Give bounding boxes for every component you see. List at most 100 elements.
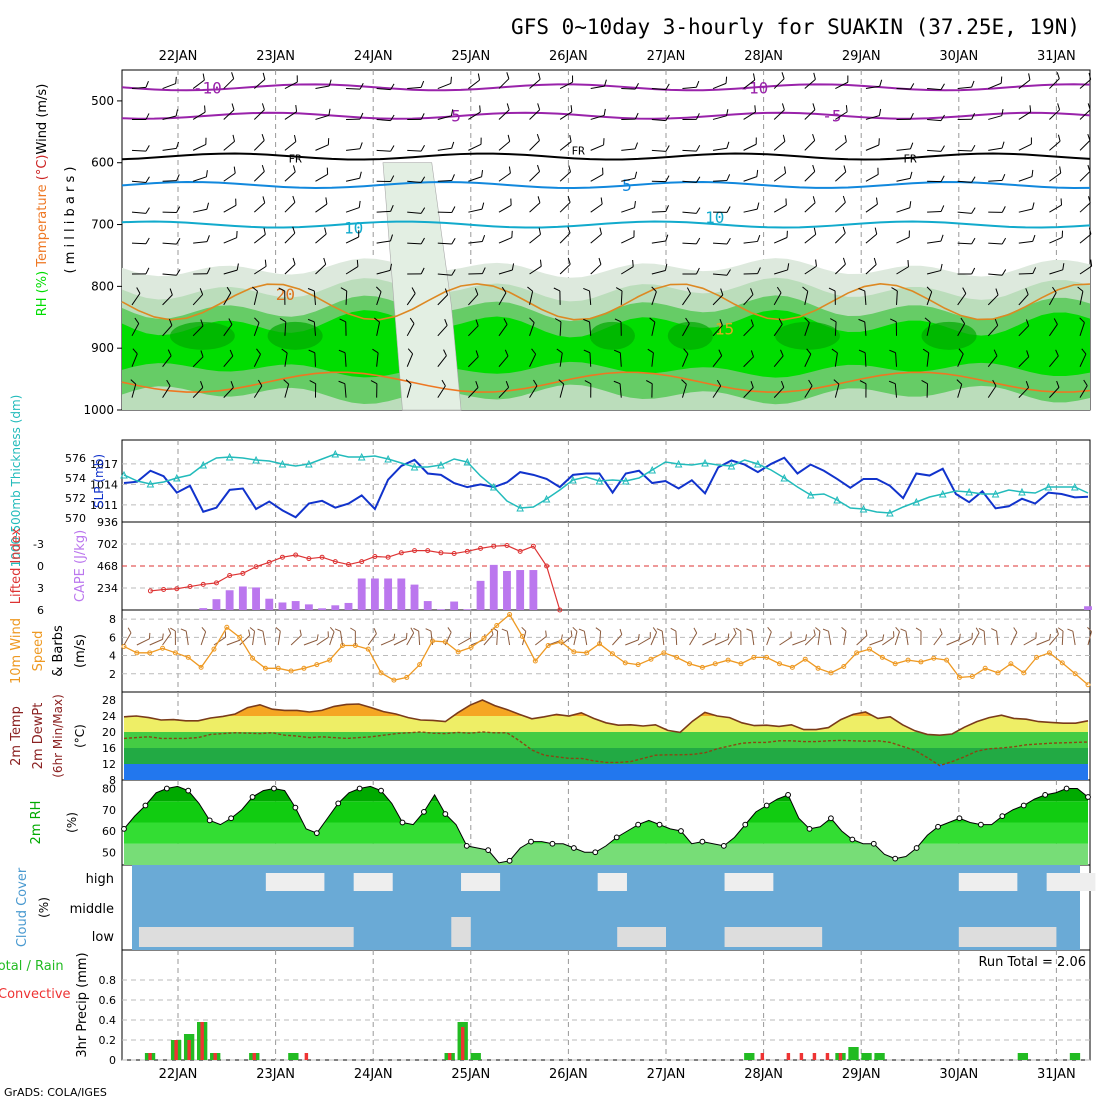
- ytick-wind: 2: [109, 668, 116, 681]
- wind-barb-10m: [249, 627, 256, 646]
- wind-barb: [613, 349, 622, 367]
- wind-barb-staff: [529, 171, 540, 182]
- barb-staff: [303, 639, 318, 646]
- wind-barb-flag: [812, 103, 816, 110]
- wind-barb-staff: [773, 355, 784, 368]
- wind-barb-flag: [812, 196, 816, 203]
- wind-barb: [253, 196, 266, 213]
- wind-barb: [926, 263, 943, 275]
- wind-barb-10m: [971, 627, 980, 646]
- run-total-annotation: Run Total = 2.06: [978, 955, 1086, 970]
- wind-barb-flag: [506, 103, 510, 111]
- rh-marker: [378, 787, 384, 794]
- wind-barb-staff: [682, 242, 697, 245]
- wind-barb-flag: [420, 80, 425, 88]
- wind-barb-staff: [651, 88, 666, 91]
- wind-barb: [253, 103, 265, 120]
- wind-barb: [373, 317, 381, 336]
- wind-barb: [988, 76, 1003, 90]
- footer-credit: GrADS: COLA/IGES: [4, 1086, 107, 1099]
- wind-barb-staff: [804, 322, 810, 336]
- wind-barb-staff: [682, 293, 691, 306]
- wind-barb-flag: [169, 288, 173, 296]
- wind-barb: [896, 83, 915, 90]
- wind-barb: [559, 195, 571, 213]
- wind-barb-staff: [987, 325, 999, 337]
- wind-barb: [529, 227, 542, 244]
- barb-flag: [915, 627, 922, 632]
- wind-barb-flag: [1060, 198, 1063, 206]
- barb-staff: [751, 631, 755, 646]
- wind-barb-staff: [529, 291, 534, 306]
- isotherm-warm-low: [121, 371, 1091, 393]
- wind-barb-staff: [253, 140, 265, 151]
- wind-barb-flag: [726, 109, 729, 116]
- wind-barb-staff: [559, 321, 562, 336]
- wind-barb: [896, 260, 909, 275]
- wind-barb-flag: [910, 112, 914, 120]
- ytick-label: 600: [91, 156, 114, 170]
- wind-barb-flag: [830, 318, 837, 323]
- wind-barb: [193, 267, 211, 275]
- wind-barb-10m: [162, 628, 172, 646]
- wind-barb: [804, 317, 810, 336]
- wind-barb: [372, 348, 379, 367]
- wind-barb-flag: [776, 286, 782, 293]
- wind-barb-staff: [131, 353, 138, 367]
- cape-bar: [450, 601, 459, 610]
- wind-barb-staff: [131, 86, 146, 90]
- wind-barb-flag: [307, 288, 315, 292]
- wind-barb-flag: [926, 286, 933, 293]
- date-label-bottom: 26JAN: [549, 1067, 588, 1082]
- rh-marker: [1042, 791, 1049, 798]
- barb-staff: [226, 639, 241, 646]
- wind-barb: [437, 238, 456, 245]
- wind-barb: [1049, 230, 1064, 244]
- wind-barb-flag: [583, 288, 590, 292]
- wind-barb: [802, 286, 809, 306]
- wind-barb: [162, 174, 180, 182]
- wind-barb-flag: [806, 348, 812, 355]
- wind-barb-flag: [1029, 105, 1032, 112]
- wind-barb-flag: [940, 234, 944, 242]
- wind-barb-flag: [1056, 380, 1060, 388]
- wind-barb-flag: [537, 196, 541, 203]
- wind-barb-flag: [812, 133, 816, 141]
- wind-barb-staff: [437, 294, 448, 306]
- wind-barb-flag: [842, 195, 846, 203]
- wind-barb-flag: [236, 230, 238, 238]
- wind-barb-staff: [284, 111, 297, 120]
- wind-barb: [1079, 259, 1093, 275]
- ytick-label: 500: [91, 94, 114, 108]
- wind-barb-flag: [536, 133, 540, 141]
- wind-barb-flag: [940, 83, 945, 90]
- wind-barb-flag: [256, 348, 261, 355]
- wind-barb-flag: [752, 73, 756, 81]
- wind-barb-10m: [457, 632, 472, 646]
- rh-marker: [956, 815, 963, 822]
- wind-barb-staff: [864, 321, 867, 336]
- wind-barb-flag: [634, 83, 639, 90]
- wind-barb: [743, 267, 761, 275]
- barb-flag: [714, 633, 716, 639]
- barb-flag: [893, 631, 895, 638]
- wind-barb: [192, 319, 204, 337]
- wind-barb-staff: [407, 180, 422, 183]
- thickness-marker: [701, 458, 709, 467]
- precip-conv-bar: [786, 1053, 791, 1060]
- wind-barb-flag: [720, 288, 724, 296]
- wind-barb: [743, 234, 761, 244]
- thickness-marker: [912, 497, 921, 506]
- wind-barb-flag: [505, 380, 510, 388]
- wind-barb: [1079, 317, 1085, 336]
- wind-barb-flag: [940, 205, 945, 212]
- wind-barb-staff: [223, 237, 237, 244]
- wind-barb-flag: [136, 287, 141, 294]
- wind-barb-flag: [390, 83, 395, 90]
- wind-barb: [1049, 349, 1059, 368]
- wind-barb-flag: [533, 379, 538, 387]
- wind-barb-10m: [959, 632, 973, 646]
- wind-barb-flag: [444, 288, 449, 296]
- wind-barb-staff: [253, 291, 258, 306]
- barb-staff: [637, 637, 651, 646]
